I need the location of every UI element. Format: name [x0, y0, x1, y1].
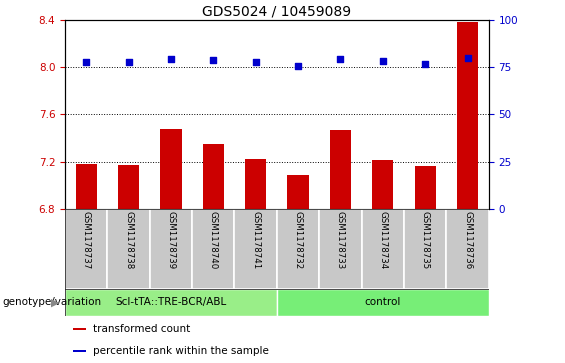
Bar [76, 164, 97, 209]
Point [336, 56, 345, 62]
Point [379, 58, 388, 64]
Point [124, 60, 133, 65]
Bar [277, 209, 319, 289]
Bar [73, 328, 86, 330]
Text: GSM1178739: GSM1178739 [167, 211, 175, 269]
Bar [245, 159, 266, 209]
Bar [372, 160, 393, 209]
Text: GSM1178733: GSM1178733 [336, 211, 345, 269]
Bar [404, 209, 446, 289]
Bar [362, 209, 404, 289]
Text: control: control [364, 297, 401, 307]
Text: Scl-tTA::TRE-BCR/ABL: Scl-tTA::TRE-BCR/ABL [115, 297, 227, 307]
Text: ▶: ▶ [50, 297, 59, 307]
Text: percentile rank within the sample: percentile rank within the sample [93, 346, 268, 356]
Bar [150, 209, 192, 289]
Text: GSM1178740: GSM1178740 [209, 211, 218, 269]
Point [420, 61, 430, 66]
Text: GSM1178734: GSM1178734 [379, 211, 387, 269]
Bar [288, 175, 308, 209]
Bar [234, 209, 277, 289]
Text: GSM1178741: GSM1178741 [251, 211, 260, 269]
Bar [160, 129, 181, 209]
Point [82, 60, 91, 65]
Bar [203, 144, 224, 209]
Bar [415, 166, 436, 209]
Text: GSM1178737: GSM1178737 [82, 211, 90, 269]
Bar [107, 209, 150, 289]
Text: genotype/variation: genotype/variation [3, 297, 102, 307]
Title: GDS5024 / 10459089: GDS5024 / 10459089 [202, 5, 351, 19]
Point [463, 55, 472, 61]
Text: transformed count: transformed count [93, 324, 190, 334]
Point [167, 56, 176, 62]
Bar [277, 289, 489, 316]
Point [209, 57, 218, 63]
Text: GSM1178735: GSM1178735 [421, 211, 429, 269]
Bar [319, 209, 362, 289]
Text: GSM1178732: GSM1178732 [294, 211, 302, 269]
Bar [457, 22, 478, 209]
Bar [192, 209, 234, 289]
Text: GSM1178738: GSM1178738 [124, 211, 133, 269]
Bar [118, 165, 139, 209]
Bar [330, 130, 351, 209]
Bar [65, 209, 107, 289]
Point [294, 63, 303, 69]
Bar [73, 350, 86, 352]
Bar [446, 209, 489, 289]
Point [251, 60, 260, 65]
Text: GSM1178736: GSM1178736 [463, 211, 472, 269]
Bar [65, 289, 277, 316]
